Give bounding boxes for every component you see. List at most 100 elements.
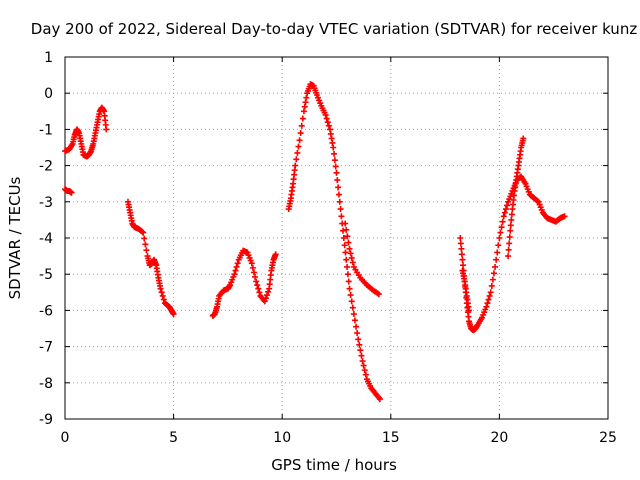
data-point bbox=[486, 292, 493, 299]
data-point bbox=[350, 311, 357, 318]
data-point bbox=[458, 245, 465, 252]
data-point bbox=[337, 206, 344, 213]
data-point bbox=[159, 292, 166, 299]
data-point bbox=[141, 235, 148, 242]
x-tick-label: 0 bbox=[61, 430, 70, 446]
data-point bbox=[358, 352, 365, 359]
data-point bbox=[336, 198, 343, 205]
y-tick-label: -1 bbox=[39, 122, 53, 138]
data-point bbox=[346, 285, 353, 292]
data-point bbox=[232, 267, 239, 274]
data-point bbox=[497, 229, 504, 236]
data-point bbox=[506, 240, 513, 247]
data-point bbox=[498, 224, 505, 231]
data-point bbox=[299, 115, 306, 122]
data-point bbox=[157, 285, 164, 292]
data-point bbox=[301, 103, 308, 110]
data-point bbox=[502, 206, 509, 213]
series-seg3 bbox=[209, 247, 279, 319]
y-tick-label: -3 bbox=[39, 195, 53, 211]
data-point bbox=[322, 111, 329, 118]
data-point bbox=[359, 358, 366, 365]
data-point bbox=[460, 262, 467, 269]
data-point bbox=[357, 347, 364, 354]
data-point bbox=[302, 99, 309, 106]
x-axis-label: GPS time / hours bbox=[271, 456, 397, 474]
data-point bbox=[342, 249, 349, 256]
data-point bbox=[294, 149, 301, 156]
series-seg4 bbox=[285, 81, 383, 403]
data-point bbox=[261, 298, 268, 305]
data-point bbox=[254, 282, 261, 289]
y-tick-label: -9 bbox=[39, 412, 53, 428]
data-point bbox=[272, 251, 279, 258]
data-point bbox=[160, 296, 167, 303]
data-point bbox=[234, 260, 241, 267]
data-point bbox=[488, 282, 495, 289]
x-tick-label: 20 bbox=[490, 430, 508, 446]
x-tick-label: 15 bbox=[382, 430, 400, 446]
data-point bbox=[326, 126, 333, 133]
data-point bbox=[68, 189, 75, 196]
data-point bbox=[505, 246, 512, 253]
x-tick-label: 10 bbox=[273, 430, 291, 446]
data-point bbox=[263, 292, 270, 299]
data-point bbox=[508, 216, 515, 223]
data-point bbox=[140, 229, 147, 236]
data-point bbox=[492, 263, 499, 270]
data-point bbox=[346, 245, 353, 252]
data-point bbox=[345, 239, 352, 246]
data-point bbox=[508, 211, 515, 218]
data-point bbox=[561, 213, 568, 220]
data-points bbox=[62, 81, 568, 403]
data-point bbox=[249, 264, 256, 271]
data-point bbox=[231, 271, 238, 278]
data-point bbox=[338, 213, 345, 220]
data-point bbox=[483, 303, 490, 310]
series-seg5b bbox=[459, 267, 472, 314]
data-point bbox=[485, 296, 492, 303]
data-point bbox=[327, 130, 334, 137]
data-point bbox=[375, 291, 382, 298]
data-point bbox=[354, 330, 361, 337]
chart-title: Day 200 of 2022, Sidereal Day-to-day VTE… bbox=[31, 20, 638, 38]
data-point bbox=[233, 263, 240, 270]
data-point bbox=[139, 228, 146, 235]
data-point bbox=[457, 235, 464, 241]
data-point bbox=[342, 220, 349, 227]
data-point bbox=[256, 289, 263, 296]
data-point bbox=[534, 197, 541, 204]
data-point bbox=[335, 184, 342, 191]
y-tick-label: -4 bbox=[39, 231, 53, 247]
y-tick-label: 0 bbox=[44, 86, 53, 102]
series-seg1a bbox=[62, 104, 110, 160]
series-seg5d bbox=[522, 180, 568, 225]
data-point bbox=[349, 304, 356, 311]
data-point bbox=[351, 317, 358, 324]
data-point bbox=[507, 222, 514, 229]
y-tick-label: -6 bbox=[39, 303, 53, 319]
data-point bbox=[344, 271, 351, 278]
data-point bbox=[344, 263, 351, 270]
data-point bbox=[248, 260, 255, 267]
data-point bbox=[298, 122, 305, 129]
data-point bbox=[362, 371, 369, 378]
data-point bbox=[158, 289, 165, 296]
data-point bbox=[465, 307, 472, 314]
y-tick-label: -8 bbox=[39, 376, 53, 392]
data-point bbox=[341, 242, 348, 249]
data-point bbox=[457, 240, 464, 247]
data-point bbox=[505, 253, 512, 260]
data-point bbox=[330, 144, 337, 151]
data-point bbox=[265, 288, 272, 295]
series-seg1b bbox=[62, 186, 75, 196]
data-point bbox=[500, 213, 507, 220]
data-point bbox=[490, 270, 497, 277]
data-point bbox=[459, 256, 466, 263]
data-point bbox=[334, 177, 341, 184]
data-point bbox=[331, 157, 338, 164]
data-point bbox=[494, 249, 501, 256]
data-point bbox=[495, 242, 502, 249]
data-point bbox=[355, 336, 362, 343]
data-point bbox=[344, 233, 351, 240]
